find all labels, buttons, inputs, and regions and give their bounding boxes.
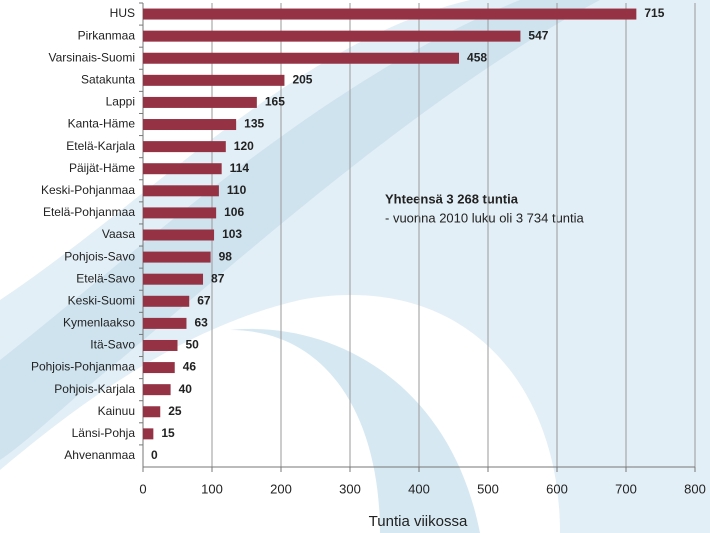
bar <box>143 251 211 263</box>
x-tick-label: 300 <box>339 481 361 496</box>
y-tick-label: Pohjois-Pohjanmaa <box>31 360 135 374</box>
y-tick-label: Varsinais-Suomi <box>49 50 135 64</box>
value-label: 715 <box>644 6 664 20</box>
bar <box>143 273 204 285</box>
bar <box>143 384 171 396</box>
bar <box>143 30 521 42</box>
value-label: 87 <box>211 271 225 285</box>
y-tick-label: Vaasa <box>102 227 135 241</box>
bar <box>143 163 222 175</box>
value-label: 40 <box>179 382 193 396</box>
y-tick-label: Etelä-Karjala <box>66 139 135 153</box>
bar <box>143 362 175 374</box>
y-tick-label: Pohjois-Savo <box>64 249 135 263</box>
bar <box>143 207 217 219</box>
value-label: 547 <box>528 28 548 42</box>
value-label: 458 <box>467 50 487 64</box>
y-tick-label: Ahvenanmaa <box>64 448 135 462</box>
annotation: Yhteensä 3 268 tuntia <box>385 191 519 206</box>
value-label: 25 <box>168 404 182 418</box>
y-tick-label: Etelä-Savo <box>76 271 135 285</box>
bar <box>143 8 637 20</box>
value-label: 205 <box>292 73 312 87</box>
y-tick-label: Lappi <box>106 95 135 109</box>
value-label: 0 <box>151 448 158 462</box>
value-label: 135 <box>244 117 264 131</box>
y-tick-label: Pohjois-Karjala <box>54 382 135 396</box>
value-label: 106 <box>224 205 244 219</box>
bar <box>143 295 190 307</box>
x-tick-label: 200 <box>270 481 292 496</box>
y-tick-label: Keski-Suomi <box>68 293 135 307</box>
bar <box>143 406 161 418</box>
x-tick-label: 700 <box>615 481 637 496</box>
bar <box>143 141 226 153</box>
x-tick-label: 500 <box>477 481 499 496</box>
x-tick-label: 100 <box>201 481 223 496</box>
bar <box>143 317 187 329</box>
value-label: 46 <box>183 360 197 374</box>
y-tick-label: Satakunta <box>81 73 135 87</box>
bar <box>143 428 154 440</box>
value-label: 110 <box>227 183 247 197</box>
y-tick-label: Kanta-Häme <box>68 117 136 131</box>
bar <box>143 74 285 86</box>
y-tick-label: Pirkanmaa <box>78 28 136 42</box>
value-label: 50 <box>186 338 200 352</box>
y-tick-label: Länsi-Pohja <box>72 426 136 440</box>
y-tick-label: HUS <box>110 6 135 20</box>
value-label: 165 <box>265 95 285 109</box>
bar <box>143 119 237 131</box>
value-label: 103 <box>222 227 242 241</box>
y-tick-label: Kainuu <box>98 404 135 418</box>
y-tick-label: Päijät-Häme <box>69 161 135 175</box>
bar <box>143 96 257 108</box>
x-tick-label: 400 <box>408 481 430 496</box>
bar <box>143 339 178 351</box>
y-tick-label: Etelä-Pohjanmaa <box>43 205 135 219</box>
bar <box>143 229 215 241</box>
y-tick-label: Itä-Savo <box>90 338 135 352</box>
y-tick-label: Keski-Pohjanmaa <box>41 183 135 197</box>
value-label: 63 <box>194 316 208 330</box>
value-label: 67 <box>197 293 211 307</box>
x-tick-label: 0 <box>139 481 146 496</box>
x-axis-title: Tuntia viikossa <box>369 513 468 530</box>
value-label: 114 <box>230 161 250 175</box>
annotation: - vuonna 2010 luku oli 3 734 tuntia <box>385 210 585 225</box>
bar <box>143 185 219 197</box>
y-tick-label: Kymenlaakso <box>63 316 135 330</box>
value-label: 98 <box>219 249 233 263</box>
bar <box>143 52 460 64</box>
x-tick-label: 800 <box>684 481 706 496</box>
value-label: 15 <box>161 426 175 440</box>
value-label: 120 <box>234 139 254 153</box>
x-tick-label: 600 <box>546 481 568 496</box>
